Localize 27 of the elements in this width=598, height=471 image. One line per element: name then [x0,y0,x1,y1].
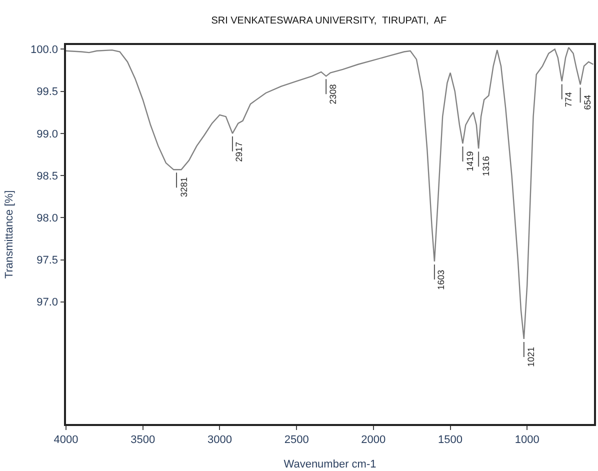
y-tick-label: 97.0 [36,296,58,309]
y-tick-label: 98.5 [36,170,58,182]
annotation: 1419 [465,151,476,172]
annotation: 2308 [328,84,338,104]
y-tick-label: 99.0 [36,128,58,140]
x-tick-label: 1500 [438,434,463,446]
y-tick-label: 97.5 [36,254,58,267]
y-axis-title: Transmittance [%] [4,190,16,279]
annotation: 1021 [526,346,536,367]
annotation: 1316 [480,156,491,176]
annotation: 2917 [234,142,244,162]
annotation: 654 [582,94,593,110]
y-tick-label: 99.5 [36,86,58,98]
x-tick-label: 3500 [130,434,156,446]
line-series [66,46,594,340]
y-tick-label: 98.0 [36,212,58,225]
chart-title: SRI VENKATESWARA UNIVERSITY, TIRUPATI, AF [211,15,447,26]
annotation: 3281 [178,177,189,198]
x-tick-label: 2000 [361,434,386,446]
annotation: 1603 [436,270,446,290]
x-axis-title: Wavenumber cm-1 [284,458,376,471]
x-tick-label: 2500 [284,434,309,446]
x-tick-label: 3000 [207,434,232,446]
x-tick-label: 1000 [514,434,540,446]
x-tick-label: 4000 [54,434,78,446]
annotation: 774 [564,92,574,108]
y-tick-label: 100.0 [30,44,58,56]
